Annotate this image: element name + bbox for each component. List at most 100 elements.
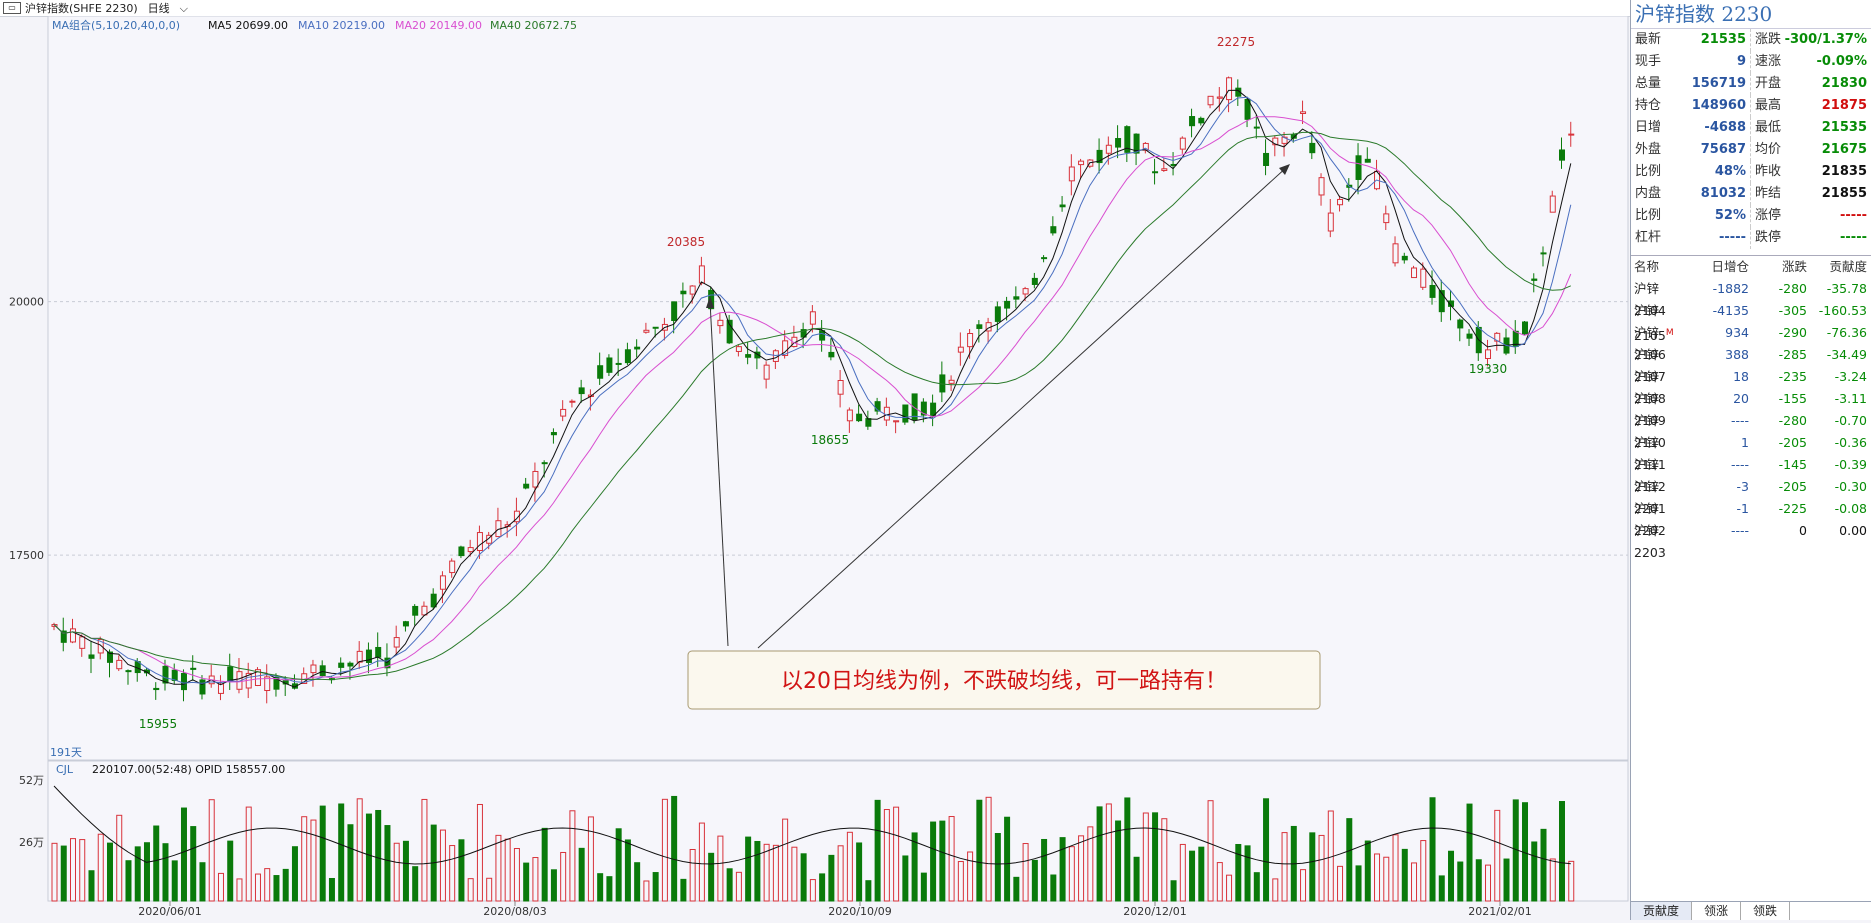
candle-body — [458, 546, 465, 557]
volume-bar — [1022, 843, 1029, 902]
table-row[interactable]: 沪锌2202 -1 -225 -0.08 — [1631, 498, 1871, 538]
table-row[interactable]: 沪锌2108 18 -235 -3.24 — [1631, 366, 1871, 406]
table-row[interactable]: 沪锌2112 ---- -145 -0.39 — [1631, 454, 1871, 494]
candle-body — [106, 651, 113, 663]
table-row[interactable]: 沪锌2104 -1882 -280 -35.78 — [1631, 278, 1871, 318]
contract-chg: -280 — [1778, 281, 1807, 296]
quote-label: 持仓 — [1635, 98, 1662, 113]
candle-body — [1392, 243, 1399, 264]
candle-body — [680, 290, 687, 295]
candle-body — [1263, 152, 1270, 166]
table-row[interactable]: 沪锌2107 388 -285 -34.49 — [1631, 344, 1871, 384]
ma-combo-selector[interactable]: MA组合(5,10,20,40,0,0) — [52, 18, 180, 32]
volume-bar — [661, 798, 668, 902]
candle-body — [1290, 134, 1297, 139]
quote-value: -4688 — [1704, 120, 1746, 135]
candle-body — [1300, 111, 1307, 114]
volume-bar — [1142, 812, 1149, 902]
candle-body — [1189, 116, 1196, 127]
quote-value: 21830 — [1821, 76, 1867, 91]
candle-body — [541, 462, 548, 465]
contract-name: 沪锌2104 — [1631, 278, 1693, 318]
volume-bar — [856, 842, 863, 902]
candle-body — [319, 665, 326, 677]
quote-label: 杠杆 — [1635, 230, 1662, 245]
quote-label: 内盘 — [1635, 186, 1662, 201]
period-dropdown[interactable]: 日线 ⌵ — [148, 0, 198, 16]
candle-body — [1198, 117, 1205, 124]
candle-body — [1438, 290, 1445, 313]
price-tick-label: 20000 — [9, 296, 44, 309]
quote-label: 总量 — [1635, 76, 1662, 91]
table-row[interactable]: 沪锌2106 934 -290 -76.36 — [1631, 322, 1871, 362]
volume-bar — [1318, 834, 1325, 902]
volume-level-26: 26万 — [19, 836, 44, 849]
volume-bar — [1485, 864, 1492, 902]
volume-bar — [1105, 803, 1112, 902]
candle-body — [180, 672, 187, 691]
label-high-22275: 22275 — [1217, 35, 1255, 49]
volume-bar — [726, 868, 733, 902]
chart-area[interactable]: 20000 17500 2020/06/01 2020/08/03 2020/10/09… — [0, 15, 1630, 920]
volume-bar — [624, 839, 631, 902]
tab-contribution[interactable]: 贡献度 — [1631, 902, 1693, 920]
contract-name: 沪锌2107 — [1631, 344, 1693, 384]
contract-ctr: -0.70 — [1834, 413, 1867, 428]
quote-row: 日增 -4688 最低 21535 — [1631, 117, 1871, 139]
volume-bar — [236, 878, 243, 902]
axis-labels: 20000 17500 2020/06/01 2020/08/03 2020/10/09… — [9, 296, 1532, 918]
candle-body — [1364, 158, 1371, 163]
candle-body — [356, 650, 363, 663]
volume-bar — [356, 798, 363, 902]
volume-bar — [578, 847, 585, 902]
candle-body — [1096, 149, 1103, 164]
candle-body — [615, 362, 622, 365]
contract-chg: 0 — [1799, 523, 1807, 538]
table-row[interactable]: 沪锌2109 20 -155 -3.11 — [1631, 388, 1871, 428]
volume-bar — [745, 836, 752, 902]
candle-body — [1337, 198, 1344, 206]
volume-bar — [735, 871, 742, 902]
candle-body — [1272, 137, 1279, 146]
candle-body — [828, 351, 835, 358]
contract-name: 沪锌2109 — [1631, 388, 1693, 428]
contract-name: 沪锌2106 — [1631, 322, 1693, 362]
date-tick-label: 2020/06/01 — [138, 905, 201, 918]
candle-body — [88, 654, 95, 659]
candle-body — [550, 432, 557, 436]
quote-value: -300/1.37% — [1784, 32, 1867, 47]
quote-label: 最低 — [1755, 120, 1782, 135]
panel-title: 沪锌指数 2230 — [1631, 0, 1871, 29]
kline-chart[interactable]: 20000 17500 2020/06/01 2020/08/03 2020/10/09… — [0, 15, 1630, 920]
label-high-20385: 20385 — [667, 235, 705, 249]
table-row[interactable]: 沪锌2110 ---- -280 -0.70 — [1631, 410, 1871, 450]
quote-cell: 持仓 148960 — [1631, 95, 1751, 117]
candle-body — [1318, 177, 1325, 196]
tab-leading-up[interactable]: 领涨 — [1692, 902, 1742, 920]
table-row[interactable]: 沪锌2105M -4135 -305 -160.53 — [1631, 300, 1871, 343]
contract-ctr: -0.30 — [1834, 479, 1867, 494]
volume-bar — [504, 838, 511, 902]
window-icon[interactable]: ▭ — [3, 2, 21, 14]
label-low-18655: 18655 — [811, 433, 849, 447]
volume-bar — [828, 854, 835, 902]
candle-body — [1485, 349, 1492, 360]
tab-leading-down[interactable]: 领跌 — [1741, 902, 1791, 920]
volume-bar — [865, 880, 872, 902]
table-row[interactable]: 沪锌2203 ---- 0 0.00 — [1631, 520, 1871, 560]
volume-bar — [1041, 838, 1048, 902]
volume-bar — [1013, 876, 1020, 902]
volume-bar — [1216, 862, 1223, 902]
ma40-line — [53, 131, 1571, 681]
volume-indicator-selector[interactable]: CJL — [56, 763, 74, 776]
table-row[interactable]: 沪锌2111 1 -205 -0.36 — [1631, 432, 1871, 472]
candle-body — [1420, 268, 1427, 288]
table-row[interactable]: 沪锌2201 -3 -205 -0.30 — [1631, 476, 1871, 516]
contract-name: 沪锌2105M — [1631, 300, 1693, 343]
quote-row: 外盘 75687 均价 21675 — [1631, 139, 1871, 161]
candle-body — [893, 420, 900, 423]
header-chg: 涨跌 — [1781, 259, 1807, 274]
contract-chg: -225 — [1778, 501, 1807, 516]
volume-bar — [513, 848, 520, 902]
candle-body — [809, 311, 816, 325]
